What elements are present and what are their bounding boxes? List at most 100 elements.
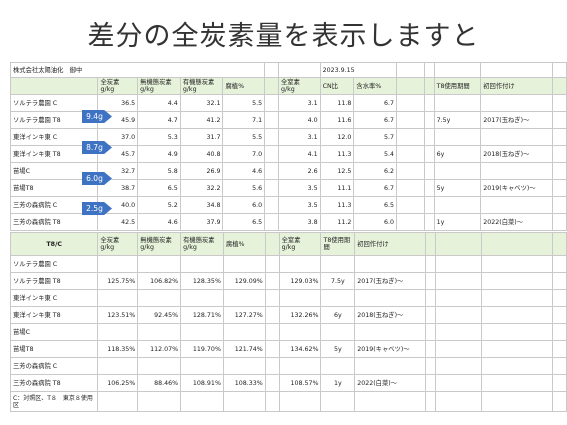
table-cell	[222, 255, 266, 273]
table-cell	[552, 340, 567, 358]
table-cell	[180, 323, 224, 341]
table-cell	[434, 272, 483, 290]
header-cell	[423, 77, 435, 95]
table-cell: 129.09%	[222, 272, 266, 290]
table-cell	[396, 196, 425, 214]
table-cell	[264, 289, 280, 307]
table-cell: 苗場T8	[9, 340, 99, 358]
table-cell: 11.1	[319, 179, 355, 197]
table-cell	[97, 255, 139, 273]
table-cell	[480, 162, 554, 180]
table-cell: ソルテラ農園 C	[9, 94, 99, 112]
table-cell	[552, 306, 567, 324]
table-cell: 2.6	[277, 162, 321, 180]
table-cell: 三芳の森病院 C	[9, 357, 99, 375]
table-cell	[264, 162, 279, 180]
table-cell	[264, 357, 280, 375]
table-cell	[552, 111, 567, 129]
table-cell: 134.62%	[278, 340, 322, 358]
header-cell	[264, 232, 280, 256]
table-cell	[264, 306, 280, 324]
table-cell: 3.1	[277, 94, 321, 112]
table-cell: 6.5	[353, 196, 398, 214]
header-cell: CN比	[319, 77, 355, 95]
table-cell	[222, 289, 266, 307]
table-cell	[481, 255, 554, 273]
table-cell: 4.7	[137, 111, 181, 129]
table-cell: 12.5	[319, 162, 355, 180]
table-cell	[320, 289, 356, 307]
table-cell: 108.57%	[278, 374, 322, 392]
table-cell: 2022(白菜)〜	[480, 213, 554, 231]
table-cell: 4.9	[137, 145, 181, 163]
table-cell	[180, 289, 224, 307]
table-cell	[552, 289, 567, 307]
table-cell	[552, 255, 567, 273]
table-cell: 7.0	[222, 145, 266, 163]
table-cell: 三芳の森病院 T8	[9, 213, 99, 231]
table-cell: 2018(玉ねぎ)〜	[354, 306, 426, 324]
table-cell: 6.7	[353, 94, 398, 112]
table-cell	[423, 179, 435, 197]
table-cell: 5.5	[222, 94, 266, 112]
table-cell: 5.3	[137, 128, 181, 146]
table-cell	[552, 323, 567, 341]
table-cell: 東洋インキ東 C	[9, 289, 99, 307]
table-cell: 5.5	[222, 128, 266, 146]
table-cell: 3.8	[277, 213, 321, 231]
table-cell	[552, 196, 567, 214]
table-cell	[396, 111, 425, 129]
table-cell: 11.6	[319, 111, 355, 129]
table-cell	[396, 128, 425, 146]
table-cell	[396, 213, 425, 231]
table-cell	[97, 289, 139, 307]
table-cell: 32.2	[179, 179, 224, 197]
table-cell	[396, 145, 425, 163]
table-cell	[552, 145, 567, 163]
table-row: 苗場C 32.7 5.8 26.9 4.6 2.6 12.5 6.2	[9, 162, 567, 180]
table-cell	[423, 94, 435, 112]
table-row: 東洋インキ東 T8 123.51% 92.45% 128.71% 127.27% 132.…	[9, 306, 567, 324]
table-cell	[264, 255, 280, 273]
table-cell	[180, 357, 224, 375]
table-cell: 4.6	[222, 162, 266, 180]
table-cell: 34.8	[179, 196, 224, 214]
table-cell	[434, 289, 483, 307]
table-cell: 129.03%	[278, 272, 322, 290]
table-cell	[433, 128, 482, 146]
table-cell	[264, 374, 280, 392]
table-cell	[137, 255, 182, 273]
table-cell: 6.0	[353, 213, 398, 231]
table-cell: 42.5	[97, 213, 139, 231]
table-cell	[434, 255, 483, 273]
table-cell	[97, 357, 139, 375]
table-cell: 132.26%	[278, 306, 322, 324]
header-cell	[552, 77, 567, 95]
table-cell	[264, 272, 280, 290]
header-cell: 無機態炭素 g/kg	[137, 232, 182, 256]
difference-arrow: 9.4g	[82, 110, 112, 123]
table-cell: 37.9	[179, 213, 224, 231]
table-cell: 36.5	[97, 94, 139, 112]
table-cell: 11.8	[319, 94, 355, 112]
table-cell	[264, 179, 279, 197]
table-cell	[396, 162, 425, 180]
difference-arrow: 6.0g	[82, 172, 112, 185]
table-cell	[480, 94, 554, 112]
table-cell	[552, 213, 567, 231]
header-cell: T8/C	[9, 232, 99, 256]
table-cell	[320, 357, 356, 375]
table-cell: 127.27%	[222, 306, 266, 324]
header-cell: 全窒素 g/kg	[277, 77, 321, 95]
table-cell: 6.2	[353, 162, 398, 180]
table-cell	[552, 179, 567, 197]
table-cell	[423, 162, 435, 180]
table-cell	[424, 306, 436, 324]
table-cell: 11.3	[319, 196, 355, 214]
table-cell	[481, 289, 554, 307]
table-cell: 6.7	[353, 111, 398, 129]
table-cell: 128.35%	[180, 272, 224, 290]
table-cell	[180, 255, 224, 273]
table-cell: 6y	[433, 145, 482, 163]
table-cell: 1y	[320, 374, 356, 392]
